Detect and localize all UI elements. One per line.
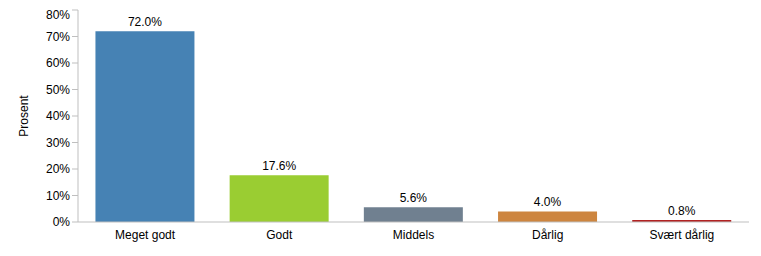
svg-text:4.0%: 4.0% [534,195,562,209]
svg-text:Middels: Middels [393,228,434,242]
svg-text:50%: 50% [46,83,70,97]
svg-text:Prosent: Prosent [17,95,31,137]
svg-text:0.8%: 0.8% [668,204,696,218]
svg-text:0%: 0% [53,215,71,229]
svg-text:17.6%: 17.6% [262,159,296,173]
svg-text:40%: 40% [46,109,70,123]
svg-text:60%: 60% [46,56,70,70]
svg-text:Meget godt: Meget godt [115,228,176,242]
svg-text:80%: 80% [46,8,70,22]
svg-text:30%: 30% [46,136,70,150]
svg-text:5.6%: 5.6% [400,191,428,205]
svg-text:Dårlig: Dårlig [532,228,563,242]
svg-text:Godt: Godt [266,228,293,242]
svg-text:70%: 70% [46,30,70,44]
svg-text:20%: 20% [46,162,70,176]
svg-text:10%: 10% [46,189,70,203]
svg-text:72.0%: 72.0% [128,15,162,29]
svg-text:Svært dårlig: Svært dårlig [650,228,715,242]
